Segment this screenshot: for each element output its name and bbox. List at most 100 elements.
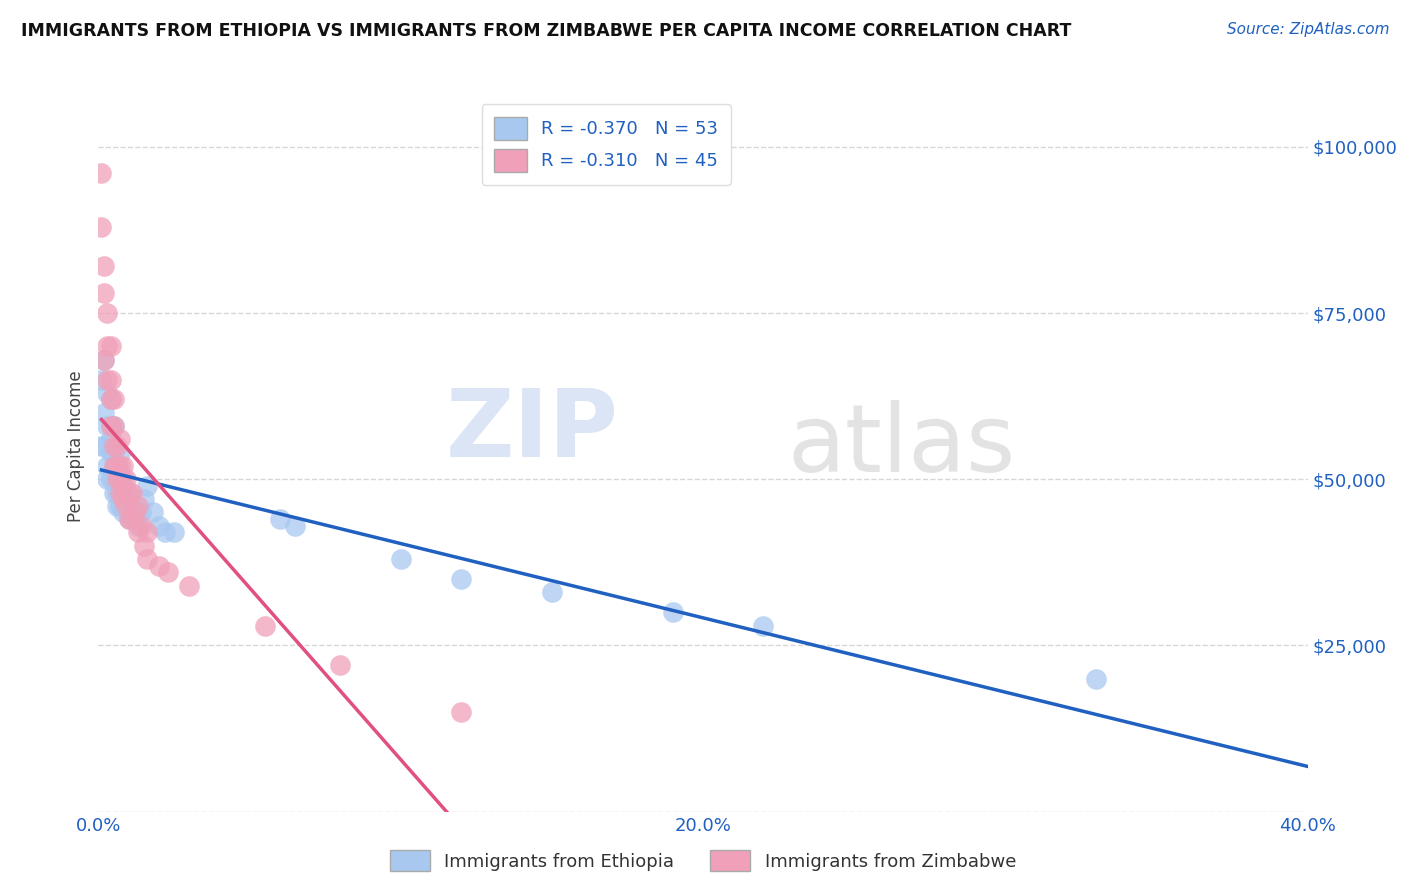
Point bbox=[100, 445, 122, 459]
Point bbox=[100, 472, 122, 486]
Point bbox=[127, 525, 149, 540]
Point bbox=[124, 506, 146, 520]
Legend: R = -0.370   N = 53, R = -0.310   N = 45: R = -0.370 N = 53, R = -0.310 N = 45 bbox=[482, 104, 731, 185]
Text: ZIP: ZIP bbox=[446, 385, 619, 477]
Point bbox=[156, 566, 179, 580]
Point bbox=[111, 479, 134, 493]
Point bbox=[118, 512, 141, 526]
Point bbox=[153, 525, 176, 540]
Point bbox=[132, 539, 155, 553]
Point bbox=[93, 439, 115, 453]
Point bbox=[108, 458, 131, 473]
Point bbox=[96, 419, 118, 434]
Point bbox=[114, 485, 136, 500]
Point bbox=[114, 499, 136, 513]
Point bbox=[108, 472, 131, 486]
Point bbox=[100, 392, 122, 407]
Point bbox=[148, 518, 170, 533]
Point bbox=[90, 166, 112, 180]
Point bbox=[108, 472, 131, 486]
Text: IMMIGRANTS FROM ETHIOPIA VS IMMIGRANTS FROM ZIMBABWE PER CAPITA INCOME CORRELATI: IMMIGRANTS FROM ETHIOPIA VS IMMIGRANTS F… bbox=[21, 22, 1071, 40]
Point bbox=[100, 419, 122, 434]
Point bbox=[103, 419, 125, 434]
Point bbox=[108, 433, 131, 447]
Point bbox=[111, 492, 134, 507]
Point bbox=[129, 506, 152, 520]
Point bbox=[105, 458, 128, 473]
Point bbox=[96, 372, 118, 386]
Point bbox=[121, 506, 143, 520]
Point bbox=[93, 352, 115, 367]
Point bbox=[752, 618, 775, 632]
Point bbox=[111, 492, 134, 507]
Point bbox=[105, 472, 128, 486]
Point bbox=[111, 458, 134, 473]
Legend: Immigrants from Ethiopia, Immigrants from Zimbabwe: Immigrants from Ethiopia, Immigrants fro… bbox=[382, 843, 1024, 879]
Point bbox=[1085, 672, 1108, 686]
Point bbox=[108, 445, 131, 459]
Point bbox=[103, 458, 125, 473]
Point bbox=[450, 572, 472, 586]
Point bbox=[127, 518, 149, 533]
Point bbox=[96, 339, 118, 353]
Point bbox=[100, 392, 122, 407]
Point bbox=[103, 392, 125, 407]
Point bbox=[111, 472, 134, 486]
Point bbox=[105, 485, 128, 500]
Point bbox=[96, 385, 118, 400]
Point bbox=[96, 306, 118, 320]
Point bbox=[118, 512, 141, 526]
Point bbox=[142, 506, 165, 520]
Point bbox=[124, 512, 146, 526]
Point bbox=[105, 439, 128, 453]
Point bbox=[103, 445, 125, 459]
Point bbox=[127, 499, 149, 513]
Point bbox=[93, 260, 115, 274]
Point bbox=[114, 472, 136, 486]
Point bbox=[96, 472, 118, 486]
Y-axis label: Per Capita Income: Per Capita Income bbox=[67, 370, 86, 522]
Point bbox=[90, 219, 112, 234]
Point bbox=[269, 512, 291, 526]
Point bbox=[108, 499, 131, 513]
Point bbox=[540, 585, 562, 599]
Point bbox=[111, 506, 134, 520]
Point bbox=[135, 552, 157, 566]
Point bbox=[90, 439, 112, 453]
Point bbox=[389, 552, 412, 566]
Point bbox=[93, 406, 115, 420]
Point bbox=[135, 479, 157, 493]
Point bbox=[93, 352, 115, 367]
Point bbox=[132, 492, 155, 507]
Point bbox=[103, 472, 125, 486]
Point bbox=[135, 525, 157, 540]
Point bbox=[105, 472, 128, 486]
Point bbox=[118, 485, 141, 500]
Point bbox=[118, 485, 141, 500]
Point bbox=[253, 618, 276, 632]
Point bbox=[103, 458, 125, 473]
Point bbox=[100, 372, 122, 386]
Point bbox=[103, 419, 125, 434]
Point bbox=[284, 518, 307, 533]
Point bbox=[450, 705, 472, 719]
Point bbox=[163, 525, 186, 540]
Point bbox=[329, 658, 352, 673]
Point bbox=[100, 419, 122, 434]
Point bbox=[121, 485, 143, 500]
Point bbox=[103, 439, 125, 453]
Point bbox=[118, 499, 141, 513]
Point bbox=[129, 518, 152, 533]
Point bbox=[105, 499, 128, 513]
Point bbox=[103, 485, 125, 500]
Point bbox=[100, 339, 122, 353]
Point bbox=[105, 458, 128, 473]
Point bbox=[661, 605, 683, 619]
Point bbox=[114, 499, 136, 513]
Point bbox=[179, 579, 201, 593]
Point bbox=[100, 433, 122, 447]
Point bbox=[121, 512, 143, 526]
Point bbox=[148, 558, 170, 573]
Point bbox=[108, 485, 131, 500]
Point bbox=[90, 372, 112, 386]
